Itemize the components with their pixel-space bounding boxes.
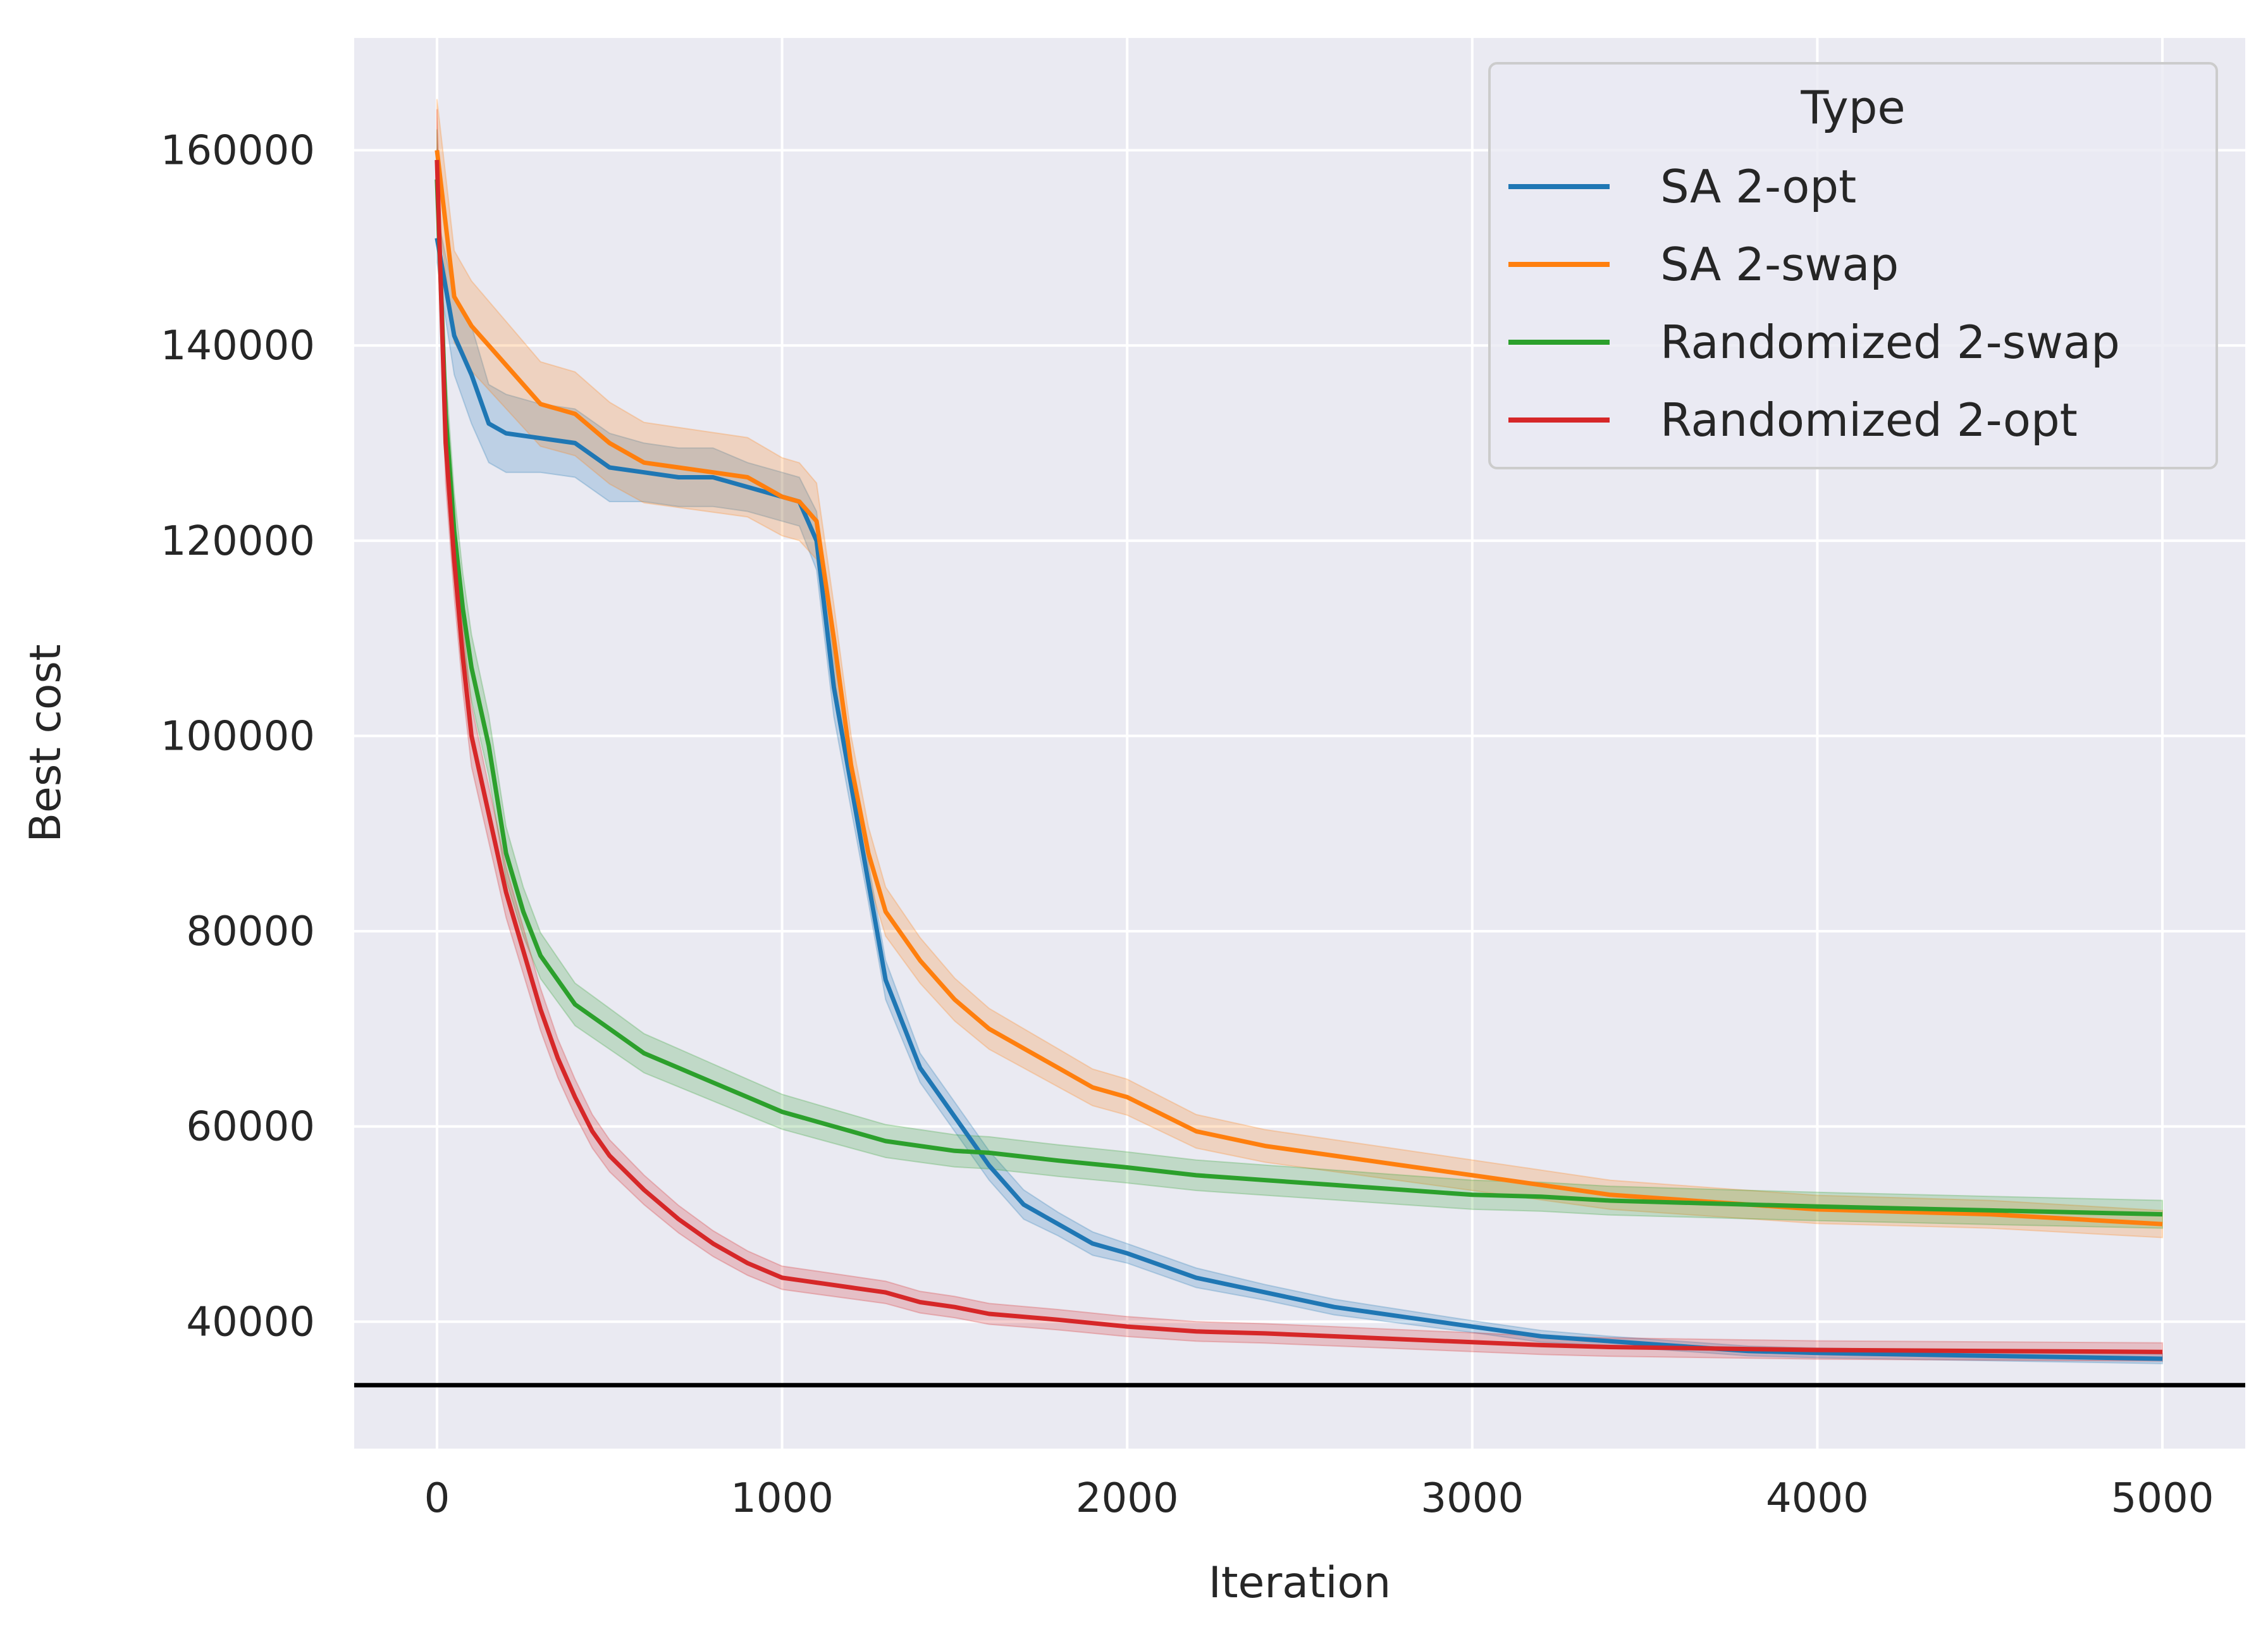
series-line xyxy=(434,159,2163,1354)
series-band xyxy=(436,129,2164,1229)
legend-label: Randomized 2-swap xyxy=(1660,316,2120,369)
y-tick-label: 120000 xyxy=(161,518,315,565)
y-tick-label: 60000 xyxy=(186,1104,315,1151)
y-tick-label: 40000 xyxy=(186,1299,315,1345)
series-band xyxy=(436,99,2164,1239)
y-tick-labels: 40000 60000 80000 100000 120000 140000 160000 xyxy=(161,127,315,1345)
y-tick-label: 100000 xyxy=(161,713,315,760)
x-tick-label: 0 xyxy=(424,1475,450,1522)
legend-box xyxy=(1488,62,2218,469)
x-tick-label: 4000 xyxy=(1766,1475,1869,1522)
legend: Type SA 2-opt SA 2-swap Randomized 2-swap R… xyxy=(1488,62,2218,469)
x-tick-label: 1000 xyxy=(730,1475,834,1522)
grid xyxy=(354,38,2245,1449)
series-line xyxy=(434,237,2163,1361)
x-tick-label: 2000 xyxy=(1076,1475,1179,1522)
legend-label: Randomized 2-opt xyxy=(1660,393,2078,447)
legend-title: Type xyxy=(1800,81,1905,134)
x-tick-label: 5000 xyxy=(2111,1475,2214,1522)
y-tick-label: 140000 xyxy=(161,323,315,369)
legend-label: SA 2-opt xyxy=(1660,160,1856,213)
legend-items: SA 2-opt SA 2-swap Randomized 2-swap Random… xyxy=(1508,160,2120,447)
legend-label: SA 2-swap xyxy=(1660,238,1899,291)
series-line xyxy=(434,179,2163,1217)
confidence-bands xyxy=(436,99,2164,1364)
series-line xyxy=(434,150,2163,1227)
y-tick-label: 80000 xyxy=(186,908,315,955)
series-band xyxy=(436,109,2164,1362)
x-axis-label: Iteration xyxy=(1209,1558,1391,1608)
series-lines xyxy=(434,150,2163,1361)
x-tick-labels: 0 1000 2000 3000 4000 5000 xyxy=(424,1475,2214,1522)
y-tick-label: 160000 xyxy=(161,127,315,174)
series-band xyxy=(436,213,2164,1364)
y-axis-label: Best cost xyxy=(21,644,71,842)
x-tick-label: 3000 xyxy=(1421,1475,1524,1522)
